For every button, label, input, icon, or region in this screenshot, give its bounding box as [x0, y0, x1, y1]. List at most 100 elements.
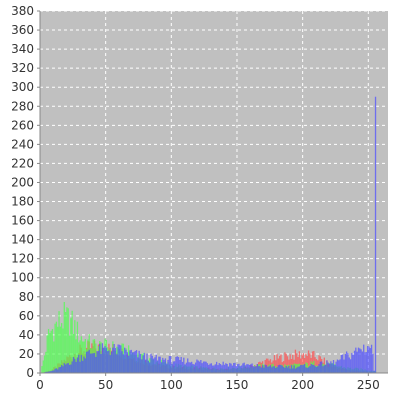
histogram-bar: [95, 356, 97, 373]
histogram-bar: [201, 363, 203, 373]
histogram-bar: [323, 365, 325, 373]
histogram-bar: [62, 328, 64, 373]
histogram-bar: [194, 362, 197, 373]
histogram-bar: [327, 362, 329, 373]
histogram-bar: [72, 334, 75, 373]
histogram-bar: [305, 367, 307, 373]
histogram-bars: [41, 96, 377, 373]
histogram-bar: [46, 335, 48, 373]
histogram-bar: [71, 361, 73, 373]
histogram-bar: [368, 346, 370, 373]
histogram-bar: [89, 353, 92, 373]
histogram-bar: [317, 366, 319, 373]
histogram-bar: [338, 360, 340, 373]
histogram-bar: [164, 358, 167, 373]
histogram-bar: [76, 357, 79, 373]
histogram-bar: [47, 371, 50, 373]
histogram-bar: [113, 344, 115, 373]
histogram-bar: [82, 360, 84, 373]
x-tick-label: 150: [226, 378, 249, 392]
y-tick-label: 300: [11, 80, 34, 94]
histogram-bar: [273, 366, 276, 373]
histogram-bar: [68, 364, 71, 373]
histogram-bar: [154, 357, 156, 373]
histogram-bar: [91, 353, 93, 373]
histogram-bar: [181, 361, 184, 373]
histogram-bar: [171, 363, 173, 373]
histogram-bar: [120, 345, 122, 373]
histogram-bar: [50, 330, 52, 373]
histogram-bar: [146, 353, 148, 373]
histogram-bar: [307, 350, 310, 373]
histogram-bar: [53, 341, 55, 373]
histogram-bar: [58, 367, 60, 373]
histogram-bar: [212, 365, 214, 373]
histogram-bar: [97, 350, 100, 373]
histogram-bar: [303, 364, 306, 373]
histogram-bar: [219, 364, 222, 373]
histogram-bar: [193, 364, 195, 373]
histogram-bar: [118, 344, 121, 373]
histogram-bar: [54, 323, 56, 373]
histogram-bar: [49, 333, 51, 373]
histogram-bar: [247, 364, 249, 373]
histogram-bar: [150, 353, 152, 373]
histogram-bar: [67, 308, 69, 373]
histogram-bar: [204, 361, 206, 373]
histogram-bar: [108, 350, 110, 373]
axes: [37, 10, 388, 376]
histogram-bar: [68, 335, 71, 373]
histogram-bar: [79, 361, 81, 373]
histogram-bar: [85, 351, 88, 373]
histogram-bar: [57, 326, 59, 373]
histogram-bar: [248, 364, 251, 373]
histogram-bar: [222, 361, 224, 373]
histogram-bar: [82, 341, 84, 373]
histogram-bar: [130, 349, 132, 373]
histogram-bar: [242, 363, 244, 373]
y-tick-label: 120: [11, 252, 34, 266]
histogram-bar: [80, 336, 83, 373]
histogram-bar: [218, 363, 220, 373]
histogram-bar: [189, 362, 192, 373]
histogram-bar: [284, 367, 286, 373]
histogram-bar: [321, 361, 323, 373]
histogram-bar: [365, 352, 367, 373]
histogram-bar: [244, 365, 247, 373]
histogram-bar: [141, 359, 143, 373]
histogram-bar: [63, 301, 65, 373]
histogram-bar: [47, 328, 50, 373]
y-tick-label: 380: [11, 4, 34, 18]
histogram-bar: [340, 354, 343, 373]
histogram-bar: [122, 354, 125, 373]
histogram-bar: [259, 366, 261, 373]
histogram-bar: [170, 356, 172, 373]
histogram-bar: [366, 346, 369, 373]
histogram-bar: [272, 366, 274, 373]
histogram-bar: [66, 307, 68, 373]
histogram-bar: [215, 361, 218, 373]
histogram-bar: [292, 354, 294, 373]
histogram-bar: [314, 366, 316, 373]
histogram-bar: [217, 365, 219, 373]
histogram-bar: [104, 346, 106, 373]
histogram-bar: [351, 352, 353, 373]
histogram-bar: [252, 366, 255, 373]
histogram-bar: [112, 347, 114, 373]
histogram-bar: [109, 355, 111, 373]
histogram-bar: [267, 358, 269, 373]
histogram-bar: [302, 353, 304, 373]
histogram-bar: [363, 344, 365, 373]
histogram-bar: [370, 344, 373, 373]
histogram-bar: [158, 356, 160, 373]
histogram-bar: [187, 358, 189, 373]
histogram-bar: [306, 367, 308, 373]
histogram-bar: [246, 364, 248, 373]
histogram-bar: [103, 347, 105, 373]
histogram-bar: [214, 364, 216, 373]
histogram-bar: [276, 354, 278, 373]
y-tick-label: 280: [11, 99, 34, 113]
histogram-bar: [292, 368, 294, 373]
histogram-bar: [70, 364, 72, 373]
